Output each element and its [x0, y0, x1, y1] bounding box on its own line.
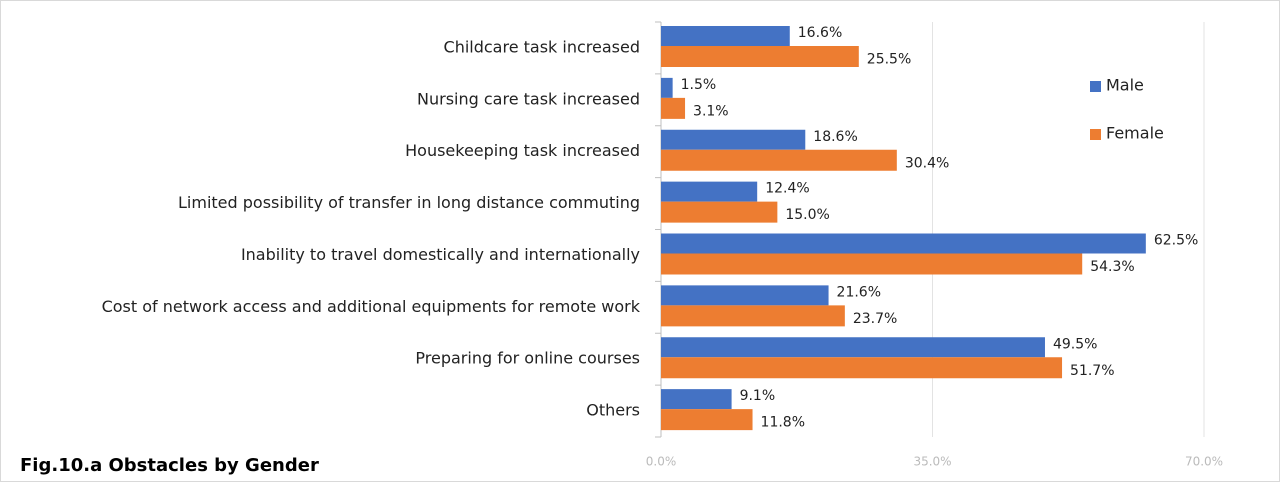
legend-swatch [1090, 81, 1101, 92]
legend-swatch [1090, 129, 1101, 140]
value-label: 18.6% [813, 129, 857, 145]
x-tick-label: 70.0% [1185, 455, 1223, 469]
category-label: Inability to travel domestically and int… [241, 245, 640, 264]
bar [661, 181, 758, 202]
bar [661, 77, 673, 98]
bar [661, 253, 1083, 275]
value-label: 3.1% [693, 103, 729, 119]
value-label: 62.5% [1154, 233, 1198, 249]
value-label: 11.8% [761, 415, 805, 431]
value-label: 12.4% [765, 181, 809, 197]
bar [661, 389, 732, 410]
category-label: Cost of network access and additional eq… [102, 297, 641, 316]
bar [661, 26, 790, 46]
bar [661, 409, 753, 431]
legend-label: Female [1106, 124, 1164, 143]
bar [661, 337, 1045, 358]
value-label: 15.0% [785, 207, 829, 223]
value-label: 9.1% [740, 388, 776, 404]
bar [661, 285, 829, 306]
legend-label: Male [1106, 76, 1144, 95]
bar [661, 97, 686, 119]
category-label: Childcare task increased [444, 37, 640, 56]
value-label: 16.6% [798, 25, 842, 41]
category-label: Nursing care task increased [417, 89, 640, 108]
bar [661, 305, 845, 327]
value-label: 21.6% [837, 284, 881, 300]
x-tick-label: 0.0% [646, 455, 677, 469]
value-label: 25.5% [867, 52, 911, 68]
value-label: 54.3% [1090, 259, 1134, 275]
x-tick-label: 35.0% [913, 455, 951, 469]
category-label: Preparing for online courses [415, 349, 640, 368]
value-label: 49.5% [1053, 336, 1097, 352]
bar [661, 357, 1063, 379]
category-label: Limited possibility of transfer in long … [178, 193, 640, 212]
bar [661, 46, 859, 67]
bar [661, 201, 778, 223]
chart-title: Fig.10.a Obstacles by Gender [20, 455, 319, 476]
value-label: 30.4% [905, 155, 949, 171]
bar [661, 233, 1146, 254]
bar [661, 129, 806, 150]
value-label: 23.7% [853, 311, 897, 327]
category-label: Housekeeping task increased [405, 141, 640, 160]
value-label: 1.5% [681, 77, 717, 93]
bar [661, 149, 897, 171]
value-label: 51.7% [1070, 363, 1114, 379]
category-label: Others [586, 401, 640, 420]
